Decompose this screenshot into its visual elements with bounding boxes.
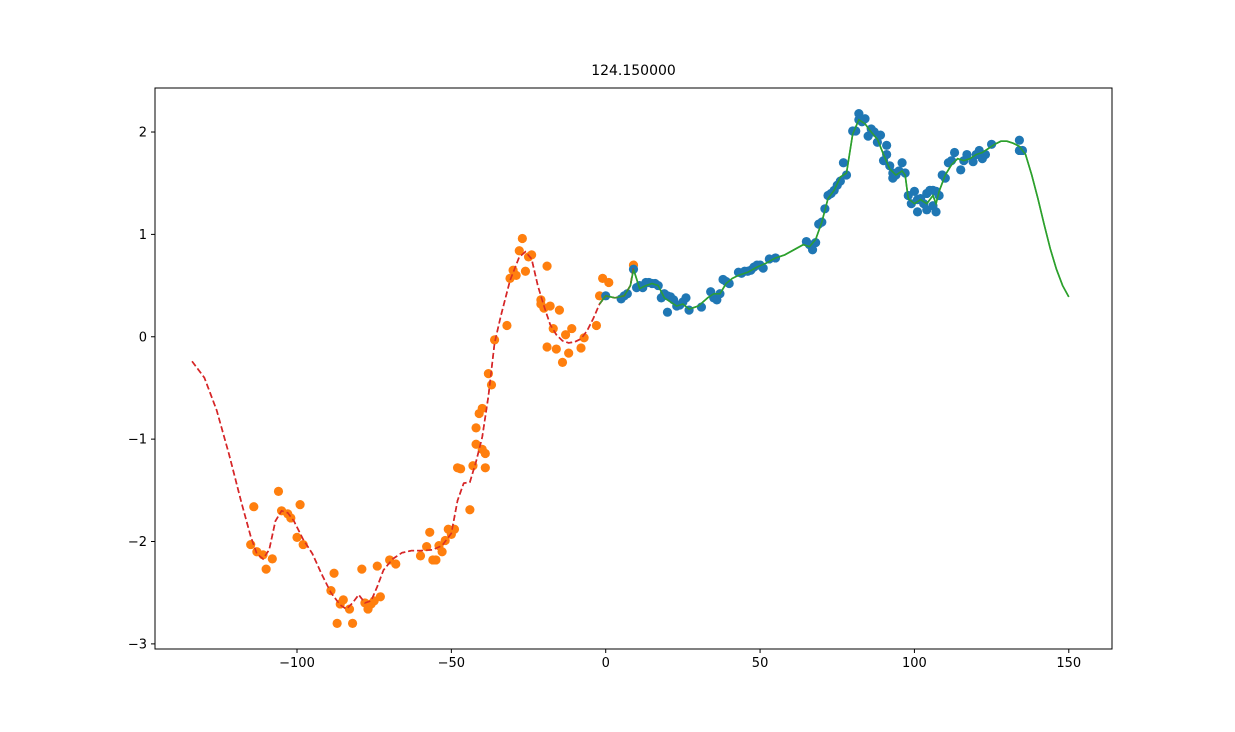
- scatter-point: [295, 500, 305, 510]
- scatter-point: [344, 604, 355, 614]
- scatter-point: [471, 423, 481, 433]
- chart-title: 124.150000: [591, 63, 676, 79]
- y-tick-label: −2: [128, 535, 147, 550]
- scatter-point: [931, 207, 941, 217]
- dashed-fit-line-overlay: [191, 250, 635, 611]
- scatter-point: [249, 502, 259, 512]
- scatter-point: [477, 403, 487, 414]
- scatter-point: [542, 342, 552, 352]
- scatter-point: [261, 564, 271, 574]
- scatter-point: [338, 595, 348, 605]
- y-tick-label: 0: [139, 330, 147, 345]
- scatter-point: [949, 147, 960, 158]
- scatter-point: [425, 527, 435, 537]
- scatter-point: [456, 464, 466, 474]
- scatter-point: [724, 278, 734, 289]
- scatter-point: [576, 343, 586, 353]
- scatter-point: [860, 114, 870, 124]
- scatter-point: [987, 139, 997, 149]
- scatter-point: [909, 186, 920, 196]
- scatter-point: [875, 130, 886, 140]
- scatter-point: [554, 305, 565, 315]
- scatter-point: [838, 158, 849, 168]
- scatter-point: [372, 561, 382, 571]
- scatter-point: [897, 158, 907, 168]
- x-tick-label: 50: [752, 656, 769, 671]
- scatter-point: [332, 618, 342, 629]
- solid-fit-line: [598, 118, 1070, 311]
- scatter-point: [962, 149, 972, 160]
- scatter-point: [292, 532, 302, 543]
- y-tick-label: −3: [128, 637, 147, 652]
- scatter-point: [622, 289, 632, 299]
- scatter-point: [604, 277, 614, 288]
- scatter-point: [471, 439, 481, 449]
- scatter-point: [912, 207, 923, 217]
- scatter-point: [431, 555, 441, 565]
- x-tick-label: 100: [902, 656, 927, 671]
- scatter-point: [557, 357, 568, 367]
- scatter-point: [1014, 135, 1024, 145]
- scatter-point: [502, 320, 512, 331]
- scatter-point: [273, 486, 284, 496]
- scatter-point: [375, 592, 385, 602]
- y-tick-label: 1: [139, 228, 147, 243]
- scatter-point: [514, 246, 524, 256]
- scatter-point: [486, 380, 497, 390]
- scatter-point: [807, 245, 818, 255]
- x-tick-label: 0: [602, 656, 610, 671]
- scatter-point: [542, 261, 552, 271]
- scatter-point: [415, 551, 426, 561]
- scatter-point: [567, 323, 577, 334]
- scatter-point: [391, 559, 401, 569]
- scatter-point: [882, 140, 892, 150]
- scatter-point: [326, 586, 336, 596]
- scatter-point: [357, 564, 367, 574]
- scatter-point: [465, 505, 475, 515]
- scatter-point: [591, 320, 602, 331]
- scatter-point: [480, 448, 490, 459]
- scatter-point: [511, 270, 521, 280]
- scatter-point: [560, 330, 571, 340]
- y-tick-label: 2: [139, 126, 147, 141]
- y-tick-label: −1: [128, 433, 147, 448]
- scatter-point: [347, 618, 358, 629]
- scatter-point: [811, 237, 821, 248]
- scatter-point: [298, 539, 308, 550]
- scatter-point: [267, 554, 277, 564]
- scatter-point: [841, 170, 852, 180]
- scatter-point: [329, 568, 339, 578]
- scatter-point: [564, 348, 574, 358]
- scatter-point: [968, 157, 978, 167]
- scatter-point: [956, 165, 966, 175]
- solid-fit-line-overlay: [598, 118, 1070, 311]
- x-tick-label: −50: [438, 656, 465, 671]
- scatter-point: [520, 266, 531, 276]
- scatter-point: [545, 301, 555, 311]
- scatter-point: [854, 108, 864, 119]
- scatter-point: [662, 307, 673, 317]
- scatter-point: [517, 233, 527, 244]
- scatter-point: [480, 463, 490, 473]
- scatter-point: [422, 542, 432, 552]
- scatter-point: [579, 333, 589, 343]
- axes-frame: [154, 87, 1113, 650]
- scatter-point: [551, 344, 561, 354]
- x-tick-label: −100: [279, 656, 315, 671]
- x-tick-label: 150: [1056, 656, 1081, 671]
- scatter-point: [437, 547, 447, 557]
- scatter-point: [681, 293, 691, 303]
- scatter-point: [449, 524, 460, 534]
